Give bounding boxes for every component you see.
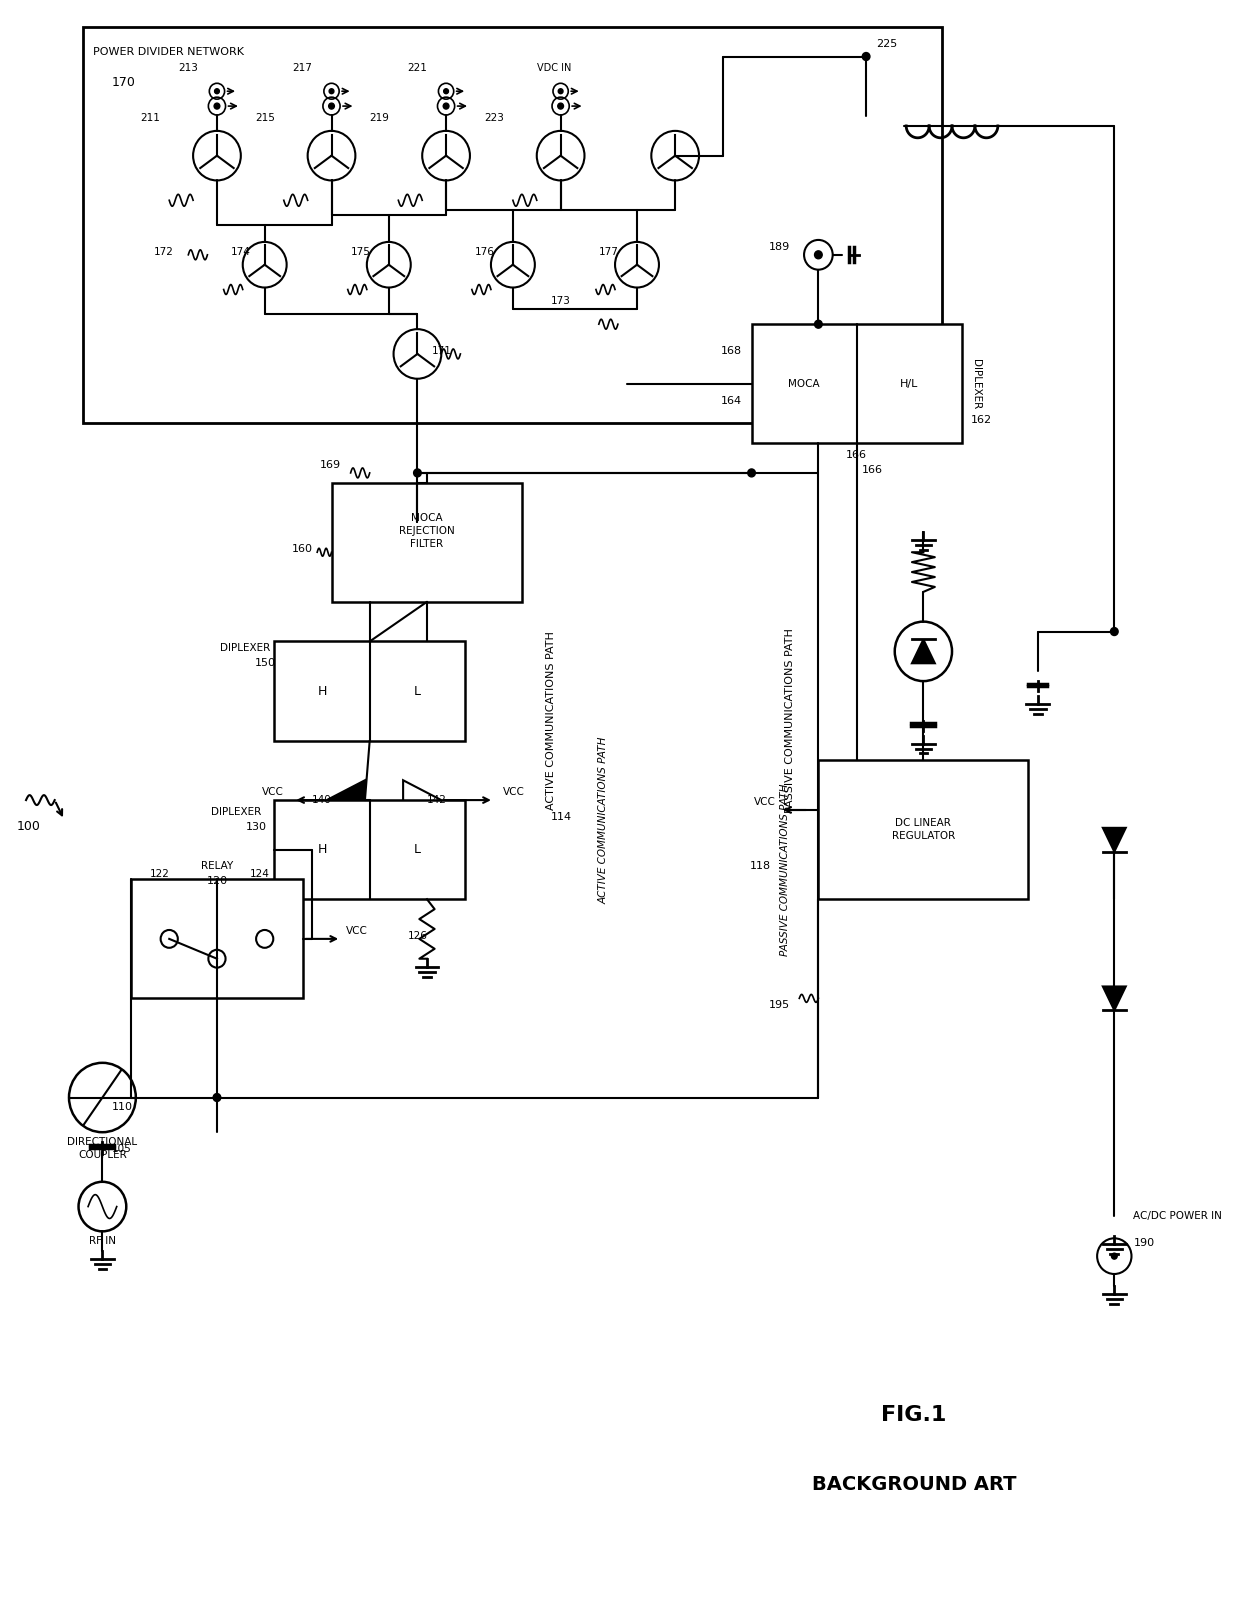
Circle shape	[1111, 1254, 1117, 1259]
Text: 142: 142	[427, 795, 446, 805]
Text: 162: 162	[971, 415, 992, 426]
Text: DC LINEAR
REGULATOR: DC LINEAR REGULATOR	[892, 818, 955, 841]
Text: 172: 172	[154, 246, 174, 258]
Bar	[818, 760, 1028, 899]
Circle shape	[748, 468, 755, 476]
Circle shape	[443, 104, 449, 109]
Text: 223: 223	[485, 113, 505, 123]
Text: 160: 160	[291, 544, 312, 554]
Text: 211: 211	[140, 113, 160, 123]
Circle shape	[215, 104, 219, 109]
Text: 171: 171	[432, 347, 451, 356]
Text: POWER DIVIDER NETWORK: POWER DIVIDER NETWORK	[93, 47, 244, 57]
Text: 100: 100	[16, 820, 41, 833]
Text: H: H	[317, 685, 326, 698]
Text: VCC: VCC	[346, 927, 368, 936]
Circle shape	[444, 89, 449, 94]
Bar	[83, 28, 942, 423]
Text: ACTIVE COMMUNICATIONS PATH: ACTIVE COMMUNICATIONS PATH	[546, 632, 556, 810]
Text: 190: 190	[1133, 1238, 1154, 1249]
Text: 166: 166	[846, 450, 867, 460]
Text: AC/DC POWER IN: AC/DC POWER IN	[1133, 1212, 1223, 1221]
Circle shape	[815, 251, 822, 259]
Text: L: L	[414, 842, 420, 855]
Text: 140: 140	[311, 795, 331, 805]
Text: 150: 150	[255, 658, 277, 667]
Circle shape	[414, 468, 422, 476]
Bar	[751, 324, 961, 444]
Text: H/L: H/L	[900, 379, 919, 389]
Polygon shape	[1102, 828, 1126, 852]
Bar	[274, 800, 465, 899]
Text: DIPLEXER: DIPLEXER	[221, 643, 270, 653]
Circle shape	[862, 52, 870, 60]
Text: 118: 118	[749, 862, 770, 872]
Text: DIPLEXER: DIPLEXER	[211, 807, 262, 816]
Text: 175: 175	[351, 246, 371, 258]
Text: 219: 219	[370, 113, 389, 123]
Text: 169: 169	[320, 460, 341, 470]
Text: DIPLEXER: DIPLEXER	[971, 358, 981, 408]
Text: MOCA: MOCA	[789, 379, 820, 389]
Polygon shape	[327, 781, 365, 820]
Circle shape	[815, 321, 822, 329]
Text: 110: 110	[112, 1103, 133, 1113]
Text: FIG.1: FIG.1	[882, 1405, 946, 1424]
Text: 215: 215	[255, 113, 275, 123]
Text: 217: 217	[293, 63, 312, 73]
Circle shape	[1111, 627, 1118, 635]
Text: 126: 126	[408, 931, 428, 941]
Text: 195: 195	[769, 1000, 790, 1011]
Text: L: L	[414, 685, 420, 698]
Text: VCC: VCC	[262, 787, 284, 797]
Text: 176: 176	[475, 246, 495, 258]
Bar	[274, 642, 465, 740]
Text: VDC IN: VDC IN	[537, 63, 572, 73]
Bar	[131, 880, 303, 998]
Text: 164: 164	[720, 395, 742, 405]
Text: VCC: VCC	[754, 797, 775, 807]
Circle shape	[215, 89, 219, 94]
Text: 124: 124	[250, 870, 270, 880]
Text: 221: 221	[407, 63, 427, 73]
Text: 120: 120	[206, 876, 227, 886]
Text: RELAY: RELAY	[201, 862, 233, 872]
Circle shape	[558, 89, 563, 94]
Text: 177: 177	[599, 246, 619, 258]
Text: H: H	[317, 842, 326, 855]
Text: 173: 173	[551, 296, 570, 306]
Text: 105: 105	[112, 1144, 131, 1153]
Circle shape	[213, 1094, 221, 1102]
Polygon shape	[1102, 987, 1126, 1011]
Text: 170: 170	[112, 76, 136, 89]
Text: BACKGROUND ART: BACKGROUND ART	[812, 1474, 1016, 1494]
Text: VCC: VCC	[503, 787, 526, 797]
Text: RF IN: RF IN	[89, 1236, 115, 1246]
Text: DIRECTIONAL
COUPLER: DIRECTIONAL COUPLER	[67, 1137, 138, 1160]
Text: MOCA
REJECTION
FILTER: MOCA REJECTION FILTER	[399, 512, 455, 549]
Circle shape	[329, 89, 334, 94]
Circle shape	[558, 104, 563, 109]
Text: 166: 166	[862, 465, 883, 475]
Polygon shape	[911, 640, 935, 663]
Bar	[331, 483, 522, 601]
Text: 168: 168	[720, 347, 742, 356]
Text: 225: 225	[875, 39, 897, 49]
Text: PASSIVE COMMUNICATIONS PATH: PASSIVE COMMUNICATIONS PATH	[785, 629, 795, 813]
Text: 114: 114	[551, 812, 572, 821]
Text: ACTIVE COMMUNICATIONS PATH: ACTIVE COMMUNICATIONS PATH	[599, 735, 609, 904]
Text: 189: 189	[769, 241, 790, 251]
Circle shape	[329, 104, 335, 109]
Text: PASSIVE COMMUNICATIONS PATH: PASSIVE COMMUNICATIONS PATH	[780, 784, 790, 956]
Text: 174: 174	[232, 246, 252, 258]
Text: 122: 122	[150, 870, 170, 880]
Text: 130: 130	[246, 821, 267, 831]
Text: 213: 213	[179, 63, 198, 73]
